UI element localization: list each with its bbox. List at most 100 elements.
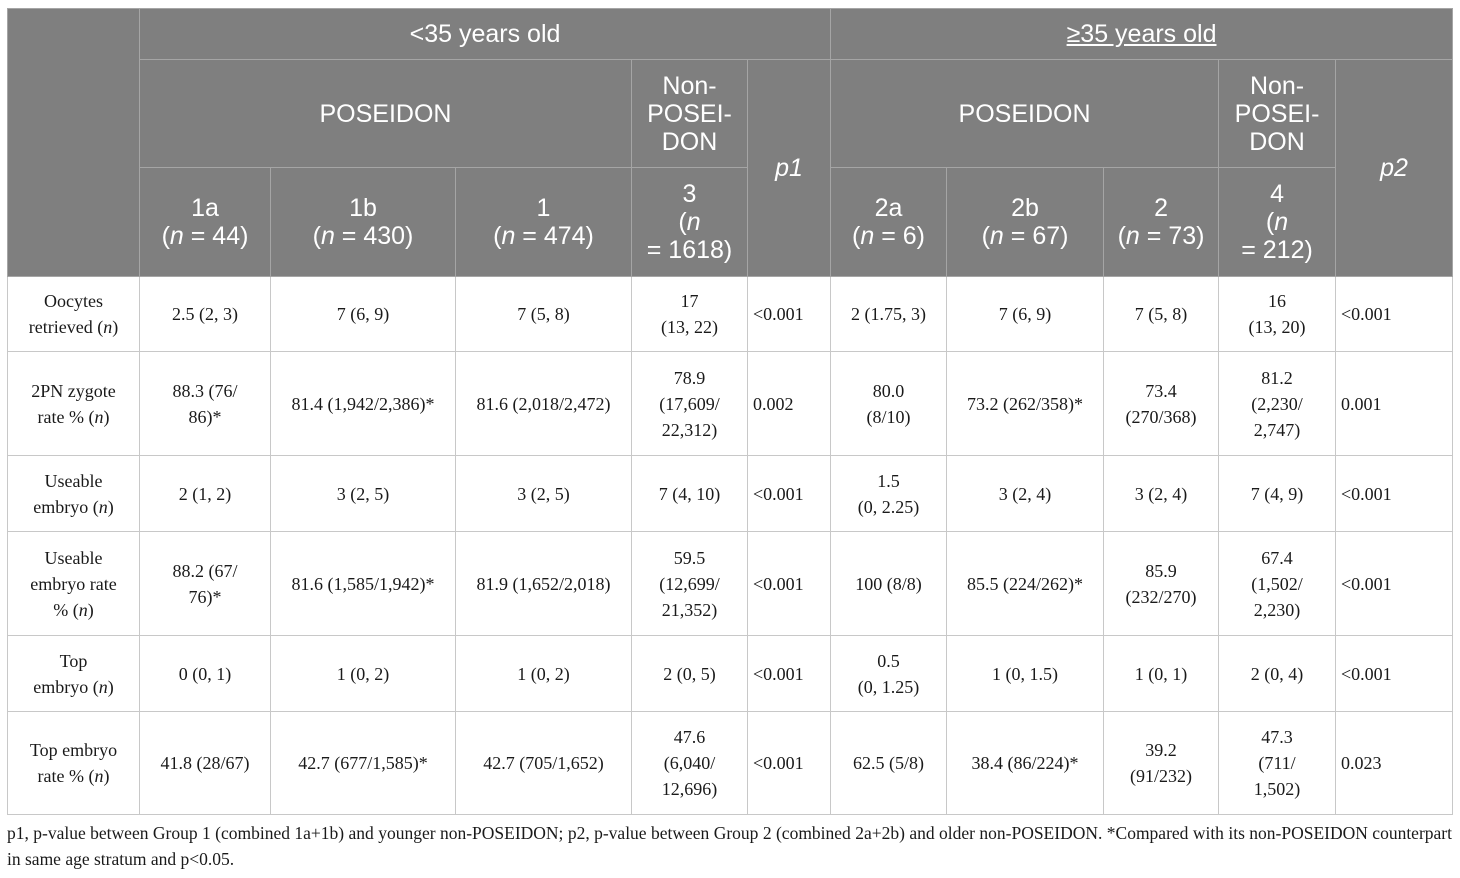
- header-non-poseidon-young-text: Non- POSEI- DON: [647, 71, 732, 156]
- cell-2: 73.4 (270/368): [1103, 351, 1220, 456]
- cell-p2: 0.023: [1335, 711, 1454, 815]
- row-label: Top embryo rate % (n): [7, 711, 140, 815]
- header-group-4: 4 (n = 212): [1218, 167, 1337, 277]
- cell-2b: 3 (2, 4): [946, 455, 1105, 532]
- header-group-2: 2 (n = 73): [1103, 167, 1220, 277]
- table-row: Top embryo (n) 0 (0, 1) 1 (0, 2) 1 (0, 2…: [7, 635, 1454, 712]
- row-label-var: n: [103, 317, 113, 337]
- header-corner: [7, 8, 140, 277]
- cell-4: 2 (0, 4): [1218, 635, 1337, 712]
- cell-2: 85.9 (232/270): [1103, 531, 1220, 636]
- cell-2b: 85.5 (224/262)*: [946, 531, 1105, 636]
- cell-2: 1 (0, 1): [1103, 635, 1220, 712]
- cell-1a: 2 (1, 2): [139, 455, 271, 532]
- group-n-var: n: [320, 222, 335, 250]
- cell-2a: 1.5 (0, 2.25): [830, 455, 948, 532]
- row-label-end: ): [107, 676, 114, 697]
- group-n: (n = 1618): [647, 208, 733, 264]
- row-label-end: ): [103, 766, 110, 786]
- cell-1b: 81.4 (1,942/2,386)*: [270, 351, 456, 456]
- cell-1a: 0 (0, 1): [139, 635, 271, 712]
- cell-2a: 2 (1.75, 3): [830, 276, 948, 352]
- row-label-var: n: [94, 766, 104, 786]
- group-n-post: = 73): [1139, 222, 1205, 250]
- header-age-old: ≥35 years old: [830, 8, 1454, 60]
- group-n-pre: (: [161, 222, 170, 250]
- cell-1b: 7 (6, 9): [270, 276, 456, 352]
- header-age-old-text: ≥35 years old: [1066, 20, 1217, 48]
- table-row: Top embryo rate % (n) 41.8 (28/67) 42.7 …: [7, 711, 1454, 815]
- group-n-post: = 44): [183, 222, 249, 250]
- cell-3: 2 (0, 5): [631, 635, 748, 712]
- row-label-var: n: [98, 676, 108, 697]
- cell-1: 81.9 (1,652/2,018): [455, 531, 632, 636]
- group-n-pre: (: [678, 208, 687, 236]
- group-n-pre: (: [1265, 208, 1275, 236]
- cell-p1: <0.001: [746, 531, 832, 636]
- header-non-poseidon-young: Non- POSEI- DON: [631, 59, 748, 168]
- cell-1: 7 (5, 8): [455, 276, 632, 352]
- cell-2a: 100 (8/8): [830, 531, 948, 636]
- group-id: 2a: [874, 194, 903, 222]
- cell-3: 7 (4, 10): [631, 455, 748, 532]
- cell-2: 3 (2, 4): [1103, 455, 1220, 532]
- table-row: Useable embryo rate % (n) 88.2 (67/ 76)*…: [7, 531, 1454, 636]
- header-group-1: 1 (n = 474): [455, 167, 632, 277]
- cell-3: 47.6 (6,040/ 12,696): [631, 711, 748, 815]
- header-group-3: 3 (n = 1618): [631, 167, 748, 277]
- group-n: (n = 474): [493, 222, 594, 250]
- row-label-var: n: [94, 406, 104, 427]
- row-label-text: Top embryo rate % (: [29, 740, 118, 786]
- row-label: Top embryo (n): [7, 635, 140, 712]
- cell-4: 81.2 (2,230/ 2,747): [1218, 351, 1337, 456]
- row-label-text: Useable embryo (: [33, 470, 103, 517]
- cell-p2: 0.001: [1335, 351, 1454, 456]
- cell-p2: <0.001: [1335, 455, 1454, 532]
- group-n-post: = 212): [1241, 236, 1313, 264]
- cell-p1: <0.001: [746, 635, 832, 712]
- group-n-post: = 430): [334, 222, 414, 250]
- row-label-var: n: [98, 496, 108, 517]
- results-table: <35 years old ≥35 years old POSEIDON Non…: [7, 8, 1454, 815]
- group-id: 1b: [349, 194, 377, 222]
- group-n: (n = 44): [162, 222, 249, 250]
- header-non-poseidon-old: Non- POSEI- DON: [1218, 59, 1337, 168]
- table-row: 2PN zygote rate % (n) 88.3 (76/ 86)* 81.…: [7, 351, 1454, 456]
- row-label-end: ): [103, 406, 110, 427]
- group-n: (n = 430): [313, 222, 414, 250]
- cell-1b: 42.7 (677/1,585)*: [270, 711, 456, 815]
- group-n-post: = 67): [1003, 222, 1069, 250]
- cell-4: 67.4 (1,502/ 2,230): [1218, 531, 1337, 636]
- group-n-pre: (: [852, 222, 861, 250]
- cell-1a: 2.5 (2, 3): [139, 276, 271, 352]
- group-n-pre: (: [493, 222, 502, 250]
- header-age-young: <35 years old: [138, 8, 832, 60]
- group-n-var: n: [1274, 208, 1289, 236]
- group-id: 2b: [1011, 194, 1039, 222]
- group-n-post: = 1618): [646, 236, 733, 264]
- group-n: (n = 6): [852, 222, 925, 250]
- group-n-var: n: [686, 208, 701, 236]
- cell-2: 7 (5, 8): [1103, 276, 1220, 352]
- header-group-2b: 2b (n = 67): [946, 167, 1105, 277]
- row-label-text: Useable embryo rate % (: [30, 547, 117, 620]
- cell-p1: <0.001: [746, 276, 832, 352]
- group-id: 2: [1154, 194, 1168, 222]
- table-row: Oocytes retrieved (n) 2.5 (2, 3) 7 (6, 9…: [7, 276, 1454, 352]
- cell-p1: <0.001: [746, 455, 832, 532]
- cell-4: 7 (4, 9): [1218, 455, 1337, 532]
- cell-1: 81.6 (2,018/2,472): [455, 351, 632, 456]
- row-label-end: ): [112, 317, 119, 337]
- group-n: (n = 212): [1241, 208, 1313, 264]
- cell-4: 16 (13, 20): [1218, 276, 1337, 352]
- group-id: 1: [536, 194, 551, 222]
- cell-1b: 81.6 (1,585/1,942)*: [270, 531, 456, 636]
- cell-p1: 0.002: [746, 351, 832, 456]
- cell-3: 78.9 (17,609/ 22,312): [631, 351, 748, 456]
- cell-2b: 38.4 (86/224)*: [946, 711, 1105, 815]
- cell-1b: 1 (0, 2): [270, 635, 456, 712]
- header-poseidon-young: POSEIDON: [139, 59, 632, 168]
- row-label: 2PN zygote rate % (n): [7, 351, 140, 456]
- row-label: Useable embryo (n): [7, 455, 140, 532]
- row-label-var: n: [78, 599, 88, 620]
